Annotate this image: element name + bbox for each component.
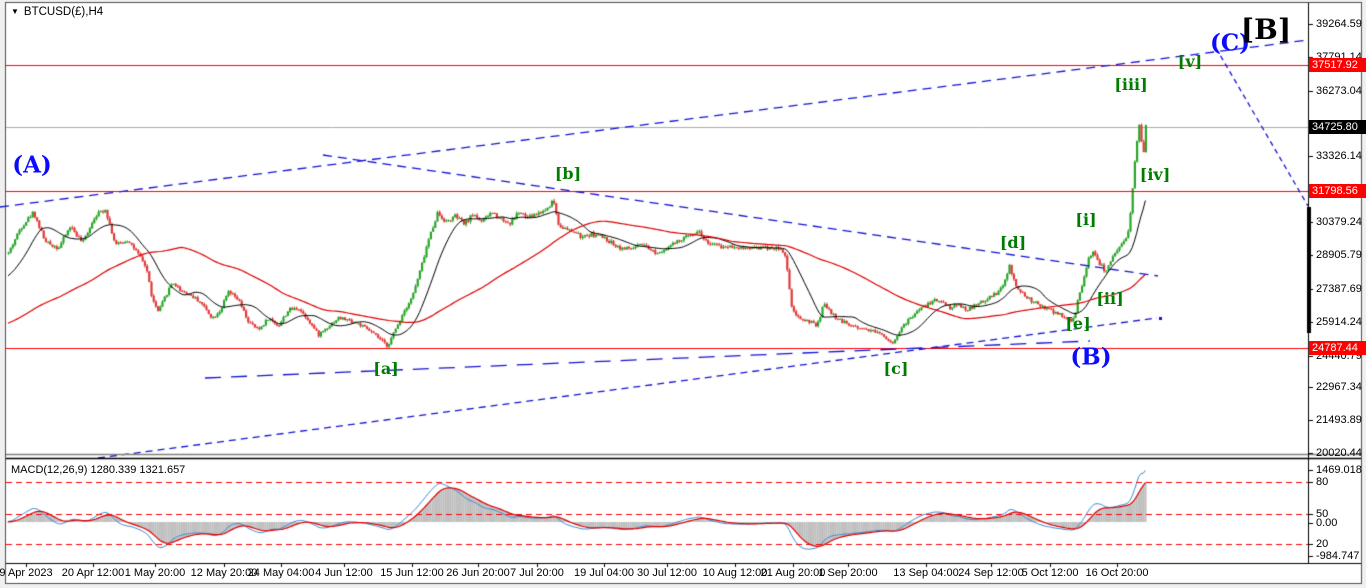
price-tick-label: 33326.14 — [1316, 150, 1362, 162]
macd-values: 1280.339 1321.657 — [90, 464, 186, 476]
wave-label-a[interactable]: [a] — [373, 359, 399, 378]
price-level-box: 24787.44 — [1309, 341, 1366, 355]
price-tick-label: 36273.04 — [1316, 85, 1362, 97]
price-tick-label: 27387.69 — [1316, 283, 1362, 295]
wave-label-b[interactable]: [b] — [554, 164, 582, 183]
symbol-text: BTCUSD(£),H4 — [23, 6, 104, 18]
time-tick-label: 10 Aug 12:00 — [702, 567, 768, 579]
time-tick-label: 20 Apr 12:00 — [61, 567, 125, 579]
time-tick-label: 5 Oct 12:00 — [1021, 567, 1079, 579]
wave-label-B[interactable]: (B) — [1070, 343, 1112, 371]
wave-label-A[interactable]: (A) — [12, 151, 52, 179]
macd-tick-label: 20 — [1316, 538, 1329, 550]
time-tick-label: 16 Oct 20:00 — [1085, 567, 1149, 579]
price-tick-label: 28905.79 — [1316, 249, 1362, 261]
wave-label-v[interactable]: [v] — [1177, 52, 1203, 71]
price-tick-label: 30379.24 — [1316, 216, 1362, 228]
price-level-box: 31798.56 — [1309, 184, 1366, 198]
price-tick-label: 39264.59 — [1316, 18, 1362, 30]
price-tick-label: 21493.89 — [1316, 414, 1362, 426]
price-tick-label: 20020.44 — [1316, 447, 1362, 459]
time-tick-label: 15 Jun 12:00 — [380, 567, 444, 579]
macd-tick-label: 80 — [1316, 476, 1329, 488]
time-tick-label: 30 Jul 12:00 — [637, 567, 697, 579]
price-tick-label: 25914.24 — [1316, 316, 1362, 328]
time-tick-label: 4 Jun 12:00 — [315, 567, 373, 579]
time-tick-label: 1 Sep 20:00 — [818, 567, 878, 579]
time-tick-label: 26 Jun 20:00 — [446, 567, 510, 579]
macd-indicator-label: MACD(12,26,9) 1280.339 1321.657 — [11, 464, 185, 476]
time-tick-label: 24 May 04:00 — [247, 567, 315, 579]
wave-label-C[interactable]: (C) — [1209, 29, 1251, 57]
macd-tick-label: -984.747 — [1316, 550, 1360, 562]
time-tick-label: 12 May 20:00 — [190, 567, 258, 579]
macd-name: MACD(12,26,9) — [11, 464, 88, 476]
wave-label-ii[interactable]: [ii] — [1096, 289, 1124, 308]
time-tick-label: 9 Apr 2023 — [0, 567, 53, 579]
wave-label-d[interactable]: [d] — [999, 233, 1027, 252]
wave-label-e[interactable]: [e] — [1065, 314, 1091, 333]
symbol-label[interactable]: ▼ BTCUSD(£),H4 — [11, 6, 103, 18]
time-tick-label: 19 Jul 04:00 — [574, 567, 634, 579]
price-tick-label: 22967.34 — [1316, 381, 1362, 393]
macd-tick-label: 1469.018 — [1316, 464, 1362, 476]
price-level-box: 34725.80 — [1309, 120, 1366, 134]
macd-tick-label: 50 — [1316, 508, 1329, 520]
wave-label-iv[interactable]: [iv] — [1139, 165, 1171, 184]
wave-label-iii[interactable]: [iii] — [1114, 75, 1148, 94]
time-tick-label: 1 May 20:00 — [124, 567, 186, 579]
time-tick-label: 7 Jul 20:00 — [510, 567, 564, 579]
wave-label-B[interactable]: [B] — [1240, 13, 1292, 46]
wave-label-c[interactable]: [c] — [883, 359, 909, 378]
time-tick-label: 21 Aug 20:00 — [760, 567, 826, 579]
macd-tick-label: 0.00 — [1316, 517, 1338, 529]
time-tick-label: 24 Sep 12:00 — [958, 567, 1024, 579]
price-level-box: 37517.92 — [1309, 58, 1366, 72]
dropdown-triangle-icon: ▼ — [11, 7, 19, 16]
time-tick-label: 13 Sep 04:00 — [893, 567, 959, 579]
wave-label-i[interactable]: [i] — [1075, 210, 1097, 229]
